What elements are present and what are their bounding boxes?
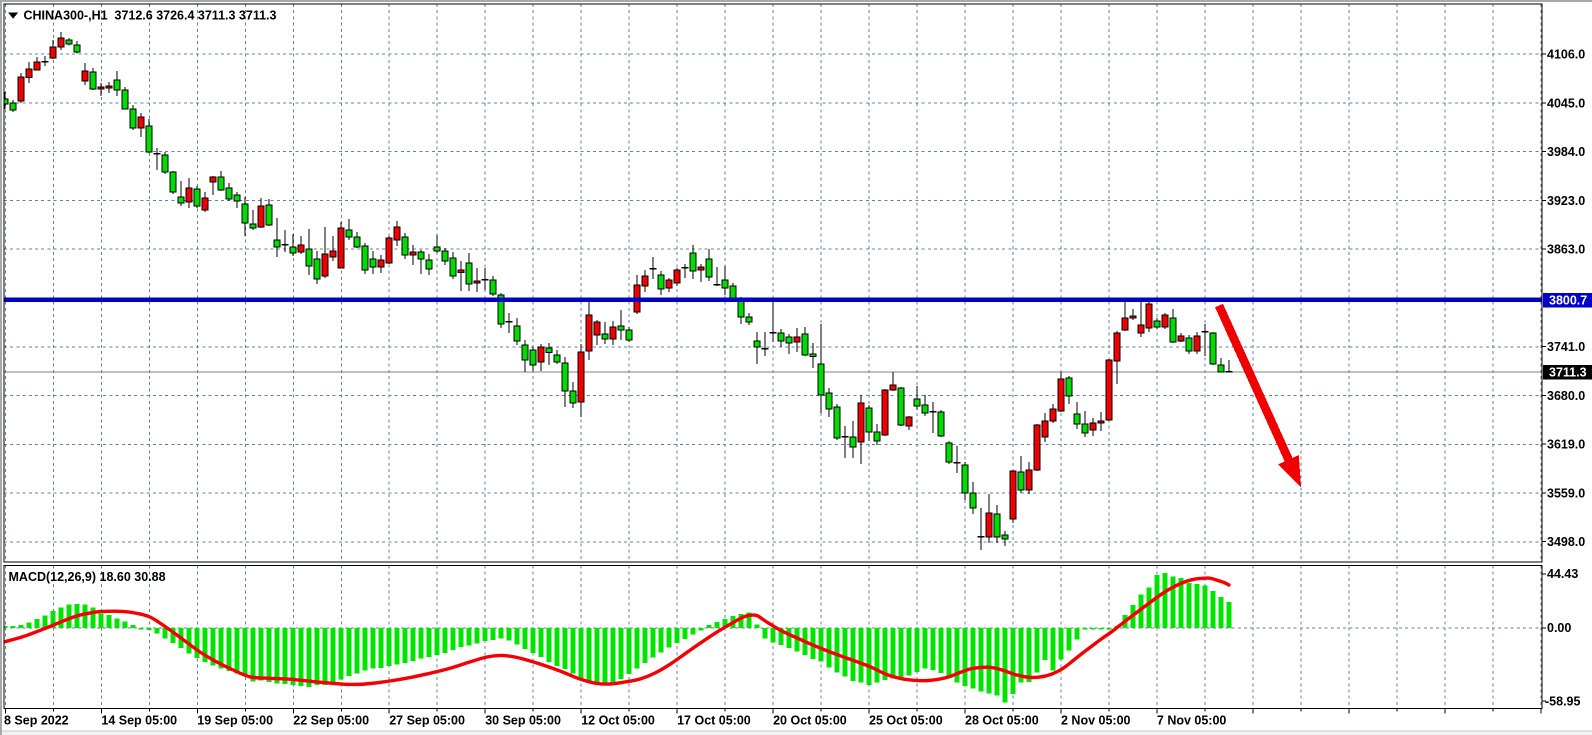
svg-text:3498.0: 3498.0 xyxy=(1547,535,1585,549)
svg-text:3984.0: 3984.0 xyxy=(1547,145,1585,159)
svg-text:0.00: 0.00 xyxy=(1547,621,1571,635)
svg-text:2 Nov 05:00: 2 Nov 05:00 xyxy=(1061,713,1131,727)
svg-text:3863.0: 3863.0 xyxy=(1547,243,1585,257)
svg-text:44.43: 44.43 xyxy=(1547,567,1578,581)
svg-text:28 Oct 05:00: 28 Oct 05:00 xyxy=(965,713,1039,727)
svg-text:3923.0: 3923.0 xyxy=(1547,194,1585,208)
svg-text:30 Sep 05:00: 30 Sep 05:00 xyxy=(485,713,561,727)
svg-text:8 Sep 2022: 8 Sep 2022 xyxy=(4,713,69,727)
svg-text:-58.95: -58.95 xyxy=(1545,694,1580,708)
svg-text:27 Sep 05:00: 27 Sep 05:00 xyxy=(389,713,465,727)
svg-text:25 Oct 05:00: 25 Oct 05:00 xyxy=(869,713,943,727)
svg-text:12 Oct 05:00: 12 Oct 05:00 xyxy=(581,713,655,727)
svg-text:4106.0: 4106.0 xyxy=(1547,48,1585,62)
svg-text:3680.0: 3680.0 xyxy=(1547,389,1585,403)
svg-text:17 Oct 05:00: 17 Oct 05:00 xyxy=(677,713,751,727)
svg-text:3800.7: 3800.7 xyxy=(1549,294,1587,308)
svg-text:3559.0: 3559.0 xyxy=(1547,486,1585,500)
svg-text:3619.0: 3619.0 xyxy=(1547,438,1585,452)
svg-text:3711.3: 3711.3 xyxy=(1549,366,1587,380)
svg-text:3741.0: 3741.0 xyxy=(1547,340,1585,354)
svg-text:22 Sep 05:00: 22 Sep 05:00 xyxy=(293,713,369,727)
svg-text:CHINA300-,H1 3712.6 3726.4 37: CHINA300-,H1 3712.6 3726.4 3711.3 3711.3 xyxy=(24,9,277,23)
svg-text:4045.0: 4045.0 xyxy=(1547,96,1585,110)
svg-text:14 Sep 05:00: 14 Sep 05:00 xyxy=(101,713,177,727)
svg-text:19 Sep 05:00: 19 Sep 05:00 xyxy=(197,713,273,727)
svg-text:20 Oct 05:00: 20 Oct 05:00 xyxy=(773,713,847,727)
svg-text:MACD(12,26,9) 18.60 30.88: MACD(12,26,9) 18.60 30.88 xyxy=(9,570,166,584)
svg-text:7 Nov 05:00: 7 Nov 05:00 xyxy=(1157,713,1227,727)
